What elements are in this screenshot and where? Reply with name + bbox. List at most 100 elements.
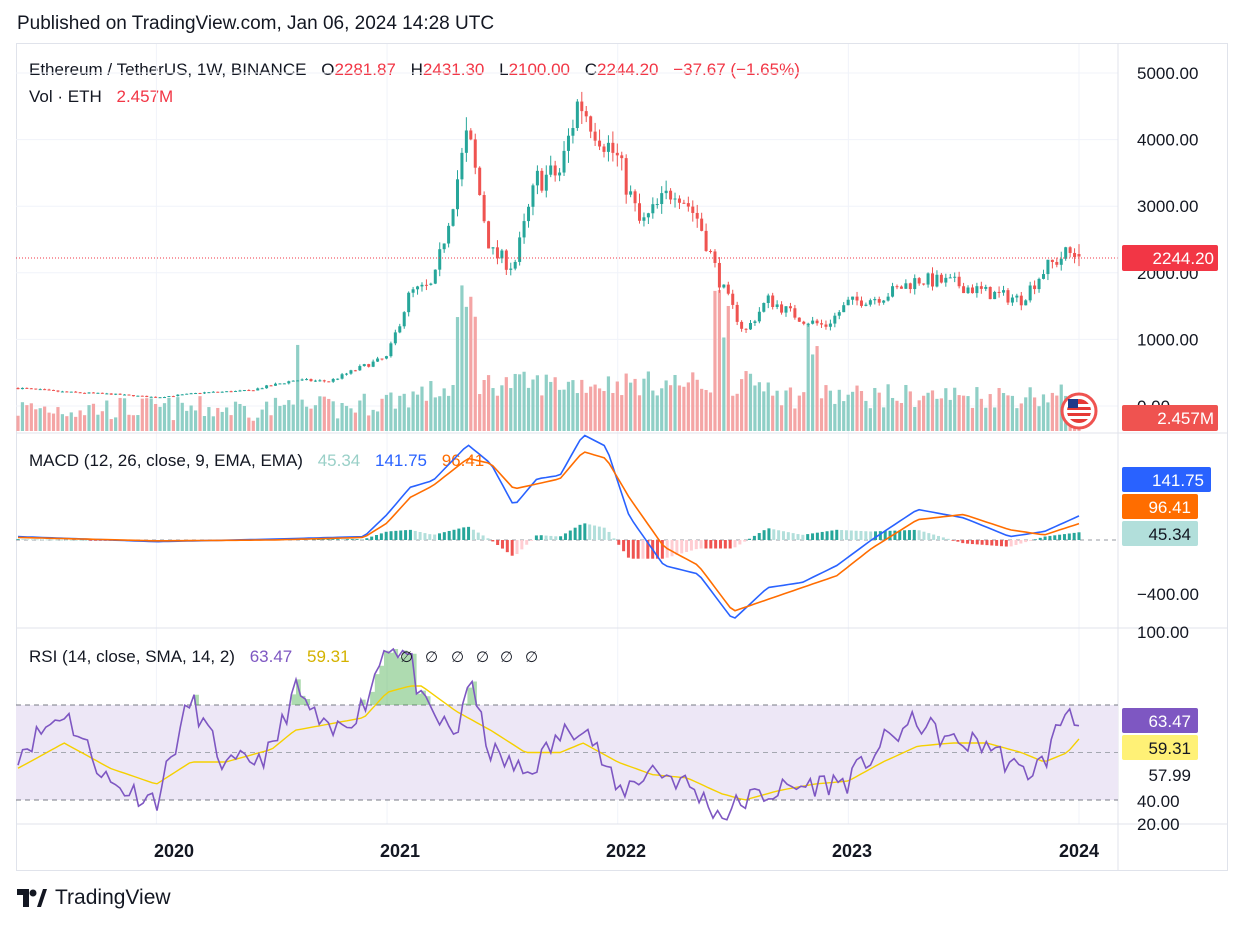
volume-bar: [806, 323, 810, 431]
divergence-marker: ∅: [451, 649, 464, 666]
volume-bar: [1033, 397, 1037, 431]
macd-hist-bar: [31, 539, 35, 541]
volume-bar: [597, 388, 602, 431]
candle-body: [105, 393, 109, 395]
macd-hist-bar: [777, 530, 781, 540]
volume-bar: [837, 389, 841, 431]
volume-bar: [433, 397, 437, 431]
volume-bar: [877, 392, 881, 431]
macd-line-value: 141.75: [375, 451, 427, 470]
candle-body: [931, 273, 935, 287]
volume-bar: [1019, 403, 1023, 431]
volume-bar: [890, 397, 895, 431]
macd-hist-bar: [350, 539, 354, 540]
volume-bar: [43, 406, 47, 431]
macd-hist-bar: [554, 536, 558, 540]
volume-bar: [691, 372, 695, 431]
candle-body: [775, 304, 779, 307]
volume-bar: [939, 398, 943, 431]
candle-body: [646, 213, 650, 218]
macd-hist-bar: [69, 539, 73, 541]
macd-hist-bar: [898, 530, 902, 540]
price-candles: [16, 91, 1081, 399]
candle-body: [1006, 290, 1010, 303]
volume-bar: [766, 382, 770, 431]
macd-hist-bar: [675, 540, 679, 555]
rsi-badge: 63.47: [1148, 712, 1191, 731]
macd-hist-bar: [975, 540, 979, 545]
macd-legend: MACD (12, 26, close, 9, EMA, EMA) 45.34 …: [29, 451, 484, 470]
volume-bar: [944, 388, 948, 431]
macd-hist-bar: [786, 532, 790, 540]
macd-hist-bar: [646, 540, 650, 559]
candle-body: [722, 284, 726, 288]
x-label-2023: 2023: [832, 841, 872, 861]
candle-body: [837, 312, 841, 316]
volume-bar: [105, 400, 109, 431]
volume-bar: [167, 398, 171, 431]
volume-bar: [584, 392, 588, 431]
macd-hist-bar: [607, 531, 611, 540]
candle-body: [251, 390, 255, 392]
last-price-badge: 2244.20: [1153, 249, 1214, 268]
macd-hist-bar: [481, 535, 485, 540]
volume-bar: [704, 390, 708, 431]
signal-line: [17, 451, 1080, 612]
macd-hist-bar: [961, 540, 965, 544]
candle-body: [464, 130, 468, 153]
candle-body: [611, 142, 615, 153]
macd-hist-bar: [966, 540, 970, 544]
candle-body: [20, 387, 24, 390]
candle-body: [185, 393, 189, 395]
volume-bar: [633, 378, 637, 431]
volume-bar: [646, 371, 650, 431]
volume-bar: [402, 393, 406, 431]
macd-hist-bar: [951, 540, 955, 541]
volume-bar: [56, 407, 60, 431]
candle-body: [957, 276, 961, 287]
volume-bar: [984, 407, 988, 431]
rsi-value: 63.47: [250, 647, 293, 666]
volume-bar: [913, 407, 917, 431]
volume-bar: [353, 412, 357, 431]
volume-bar: [78, 410, 82, 431]
macd-hist-bar: [927, 533, 931, 540]
volume-bar: [331, 401, 335, 431]
volume-bar: [304, 406, 309, 431]
volume-bar: [753, 385, 757, 431]
macd-hist-bar: [946, 538, 950, 540]
tradingview-logo[interactable]: TradingView: [17, 886, 171, 910]
volume-bar: [664, 380, 668, 431]
candle-body: [824, 324, 828, 327]
high-label: H: [411, 60, 423, 79]
volume-bar: [540, 395, 544, 431]
volume-bar: [846, 394, 850, 431]
candle-body: [953, 276, 957, 278]
candle-body: [744, 328, 748, 330]
candle-body: [527, 206, 531, 222]
price-tick: 4000.00: [1137, 131, 1198, 150]
candle-body: [447, 225, 451, 244]
volume-bar: [82, 415, 87, 431]
macd-hist-bar: [631, 540, 635, 559]
macd-hist-bar: [26, 539, 30, 541]
macd-hist-bar: [999, 540, 1003, 547]
macd-hist-bar: [694, 540, 698, 550]
volume-bar: [930, 390, 935, 431]
macd-hist-bar: [520, 540, 524, 550]
volume-bar: [69, 412, 73, 431]
macd-hist-bar: [685, 540, 689, 552]
macd-hist-bar: [815, 532, 819, 540]
rsi-mid-tick: 57.99: [1148, 766, 1191, 785]
us-flag-icon[interactable]: [1060, 392, 1098, 430]
candle-body: [1041, 274, 1045, 279]
time-axis[interactable]: 2020 2021 2022 2023 2024: [154, 841, 1099, 861]
rsi-ma-badge: 59.31: [1148, 739, 1191, 758]
macd-hist-bar: [849, 530, 853, 540]
macd-hist-bar: [825, 531, 829, 540]
candle-body: [358, 366, 362, 371]
volume-bar: [309, 408, 313, 431]
macd-hist-bar: [1072, 532, 1076, 540]
macd-hist-bar: [505, 540, 509, 553]
